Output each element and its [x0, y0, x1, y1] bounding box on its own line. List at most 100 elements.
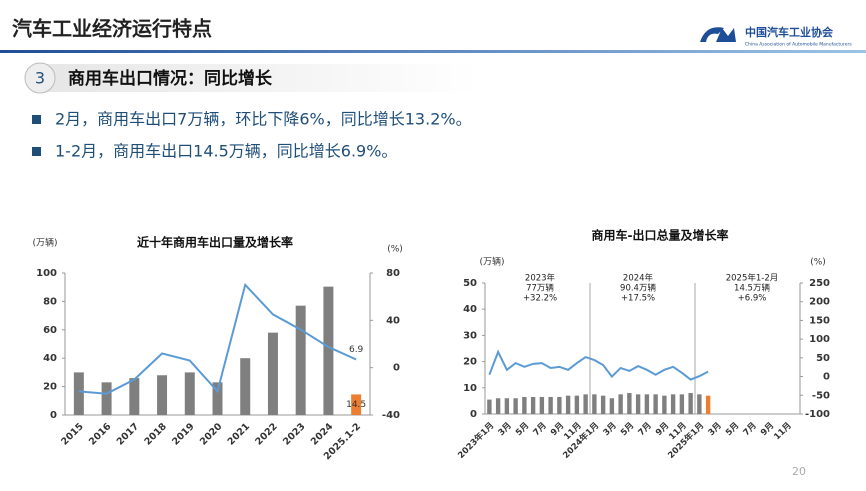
chart-title: 近十年商用车出口量及增长率: [137, 235, 293, 250]
logo-subtitle: China Association of Automobile Manufact…: [745, 42, 852, 48]
y2-tick-label: 40: [386, 315, 400, 326]
y-tick-label: 60: [43, 325, 57, 336]
x-tick-label: 3月: [601, 421, 618, 438]
y-tick-label: 40: [43, 353, 57, 364]
bar: [539, 396, 545, 414]
x-tick-label: 2016: [87, 421, 114, 448]
y-tick-label: 100: [36, 268, 57, 279]
x-tick-label: 2015: [59, 421, 85, 447]
x-tick-label: 3月: [496, 421, 513, 438]
bar: [73, 372, 84, 415]
x-tick-label: 7月: [741, 421, 758, 438]
y2-tick-label: 250: [809, 278, 830, 289]
section-badge: [24, 62, 56, 94]
y2-tick-label: 0: [823, 372, 830, 383]
y-axis-unit: (万辆): [479, 256, 504, 268]
bar: [513, 398, 518, 414]
annotation: 2023年: [525, 273, 556, 284]
bar: [565, 395, 571, 414]
bar: [557, 396, 562, 414]
page-number: 20: [792, 465, 806, 478]
x-tick-label: 3月: [706, 421, 723, 438]
annotation: 2024年: [623, 273, 654, 284]
annotation: +17.5%: [621, 294, 655, 304]
bullet: 1-2月，商用车出口14.5万辆，同比增长6.9%。: [55, 142, 397, 161]
bar: [627, 393, 632, 414]
section-number: 3: [35, 69, 45, 88]
bar: [635, 394, 641, 414]
bar: [267, 332, 278, 415]
bar: [670, 394, 676, 414]
bullet-marker: [32, 115, 41, 124]
y2-tick-label: 200: [809, 297, 830, 308]
bar: [157, 375, 168, 415]
bar: [600, 395, 606, 414]
y2-axis-unit: (%): [387, 245, 403, 255]
logo-name: 中国汽车工业协会: [745, 25, 834, 39]
chart-title: 商用车-出口总量及增长率: [592, 228, 729, 243]
bar: [644, 394, 650, 414]
x-tick-label: 2017: [115, 421, 141, 447]
x-tick-label: 2023: [281, 421, 307, 447]
bar: [679, 394, 685, 414]
bar: [351, 394, 362, 415]
bar: [548, 396, 553, 414]
bar: [688, 393, 693, 414]
bar: [574, 395, 580, 414]
bar: [522, 396, 527, 414]
bar: [129, 378, 140, 415]
bar: [504, 398, 510, 414]
y2-tick-label: 0: [393, 363, 400, 374]
y-tick-label: 50: [463, 278, 477, 289]
bar: [323, 286, 334, 415]
y2-tick-label: -40: [382, 410, 400, 421]
header-line: [0, 50, 866, 53]
y-axis-unit: (万辆): [32, 237, 57, 249]
bar: [653, 394, 658, 414]
x-tick-label: 2018: [142, 421, 169, 448]
annotation: +32.2%: [523, 294, 557, 304]
y-tick-label: 0: [470, 409, 477, 420]
line: [488, 349, 709, 381]
x-tick-label: 2020: [198, 421, 225, 448]
bar: [705, 395, 711, 414]
section-title: 商用车出口情况：同比增长: [68, 68, 273, 89]
y2-tick-label: -100: [805, 409, 830, 420]
bar: [618, 394, 623, 414]
y-tick-label: 80: [43, 296, 57, 307]
y-tick-label: 0: [50, 410, 57, 421]
annotation: 90.4万辆: [620, 283, 656, 294]
y2-tick-label: 150: [809, 315, 830, 326]
bar: [609, 398, 615, 414]
x-tick-label: 5月: [724, 421, 741, 438]
x-tick-label: 2019: [170, 421, 196, 447]
annotation: 2025年1-2月: [726, 273, 779, 284]
bar: [101, 382, 112, 415]
y-tick-label: 30: [463, 330, 477, 341]
bar: [212, 382, 223, 415]
bar: [487, 399, 492, 414]
bar: [295, 305, 306, 415]
x-tick-label: 2021: [226, 421, 252, 447]
y-tick-label: 20: [43, 382, 57, 393]
annotation: 14.5万辆: [734, 283, 770, 294]
bar: [583, 394, 588, 414]
x-tick-label: 7月: [531, 421, 548, 438]
x-tick-label: 2023年1月: [456, 420, 497, 461]
y-tick-label: 40: [463, 304, 477, 315]
x-tick-label: 7月: [636, 421, 653, 438]
bullet: 2月，商用车出口7万辆，环比下降6%，同比增长13.2%。: [55, 110, 472, 129]
line: [78, 282, 357, 395]
bar: [184, 372, 195, 415]
y-tick-label: 10: [463, 383, 477, 394]
x-tick-label: 5月: [619, 421, 636, 438]
x-tick-label: 5月: [514, 421, 531, 438]
bar: [530, 396, 536, 414]
bullet-marker: [32, 147, 41, 156]
y2-axis-unit: (%): [810, 258, 826, 268]
annotation: +6.9%: [738, 294, 767, 304]
line-value-label: 6.9: [349, 345, 364, 355]
section-band: [40, 64, 480, 92]
y2-tick-label: -50: [812, 390, 830, 401]
logo-mark: [700, 27, 736, 42]
